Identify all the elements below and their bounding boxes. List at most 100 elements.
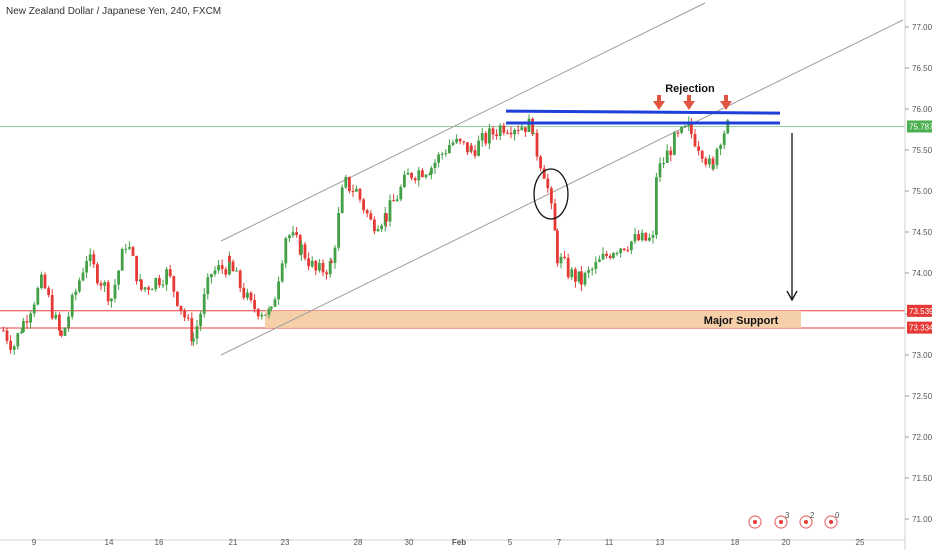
candle-body xyxy=(690,121,693,135)
candle-body xyxy=(110,298,113,302)
price-label-bg xyxy=(907,120,932,133)
candle-body xyxy=(260,314,264,317)
candle-body xyxy=(630,241,633,251)
candle-body xyxy=(321,263,325,273)
candle-body xyxy=(176,291,179,306)
candles xyxy=(2,114,730,355)
candle-body xyxy=(583,272,587,285)
candle-body xyxy=(433,162,437,168)
candle-body xyxy=(303,244,307,259)
candle-body xyxy=(550,188,553,204)
candle-body xyxy=(256,308,260,317)
channel-lower-line xyxy=(220,19,904,356)
candle-body xyxy=(88,254,92,262)
candle-body xyxy=(556,230,559,264)
candle-body xyxy=(99,283,103,286)
price-tick-label: 71.000 xyxy=(912,515,932,524)
candle-body xyxy=(351,191,355,193)
candle-body xyxy=(246,292,249,298)
candle-body xyxy=(113,284,117,299)
candle-body xyxy=(199,313,202,327)
candle-body xyxy=(228,255,231,275)
candle-body xyxy=(288,235,291,239)
candle-body xyxy=(440,153,444,155)
candle-body xyxy=(477,140,480,156)
price-axis[interactable]: 77.000 76.500 76.000 75.500 75.000 74.500 74.0… xyxy=(904,0,932,550)
candle-body xyxy=(206,277,210,295)
candle-body xyxy=(594,261,598,270)
date-tick-label: 9 xyxy=(32,538,37,547)
candle-body xyxy=(273,299,277,307)
price-tick-label: 73.000 xyxy=(912,351,932,360)
candle-body xyxy=(665,150,669,163)
candle-body xyxy=(683,125,687,128)
price-label-text: 75.787 xyxy=(909,122,932,131)
candle-body xyxy=(680,127,683,133)
candle-body xyxy=(637,234,640,241)
candle-body xyxy=(466,142,469,153)
candle-body xyxy=(612,253,615,259)
candle-body xyxy=(566,257,570,278)
candle-body xyxy=(224,269,228,275)
candle-body xyxy=(399,187,403,200)
candle-body xyxy=(673,132,676,155)
price-tick-label: 72.000 xyxy=(912,433,932,442)
candle-body xyxy=(54,314,58,319)
candle-body xyxy=(277,281,280,300)
date-tick-label: 28 xyxy=(354,538,363,547)
candle-body xyxy=(165,269,168,285)
event-indicator-dot xyxy=(753,520,757,524)
candle-body xyxy=(328,261,332,275)
annotations: Rejection Major Support xyxy=(505,83,798,327)
candle-body xyxy=(421,170,424,178)
price-label-text: 73.539 xyxy=(909,307,932,316)
candle-body xyxy=(16,333,20,347)
price-label-badge: 73.539 xyxy=(907,304,932,317)
event-indicator-dot xyxy=(829,520,833,524)
candle-body xyxy=(58,314,61,331)
candle-body xyxy=(29,313,32,323)
candle-body xyxy=(648,237,651,241)
candle-body xyxy=(270,306,273,309)
price-tick-label: 72.500 xyxy=(912,392,932,401)
candle-body xyxy=(406,172,410,175)
candle-body xyxy=(307,258,310,267)
candle-body xyxy=(47,288,50,296)
price-label-badge: 75.787 xyxy=(907,120,932,133)
candle-body xyxy=(711,158,715,169)
target-arrow-head xyxy=(786,290,798,302)
candle-body xyxy=(284,238,288,264)
candle-body xyxy=(417,170,421,181)
candle-body xyxy=(527,118,531,133)
candle-body xyxy=(264,314,267,316)
candle-body xyxy=(280,263,284,282)
candle-body xyxy=(430,167,433,175)
candle-body xyxy=(291,232,295,236)
candle-body xyxy=(228,255,231,262)
candle-body xyxy=(455,138,458,143)
candle-body xyxy=(117,270,120,285)
price-tick-label: 71.500 xyxy=(912,474,932,483)
candle-body xyxy=(63,327,67,336)
date-tick-label: 20 xyxy=(782,538,791,547)
candle-body xyxy=(20,331,23,334)
date-tick-label: 7 xyxy=(557,538,562,547)
time-axis[interactable]: 9 14 16 21 23 28 30 Feb 5 7 11 13 18 20 25 xyxy=(0,538,905,547)
candle-body xyxy=(622,248,626,251)
candle-body xyxy=(395,199,399,202)
event-indicators[interactable]: 3 2 0 xyxy=(748,511,840,529)
candle-body xyxy=(506,132,509,134)
candle-body xyxy=(85,261,88,273)
candle-body xyxy=(539,156,542,169)
candle-body xyxy=(693,134,697,147)
candle-body xyxy=(615,253,619,255)
candle-body xyxy=(655,177,658,235)
candle-body xyxy=(473,150,477,156)
event-indicator-count: 0 xyxy=(835,511,840,520)
rejection-arrow-icon xyxy=(720,101,732,110)
candle-body xyxy=(195,326,199,339)
candle-body xyxy=(708,158,711,165)
candle-body xyxy=(373,219,376,232)
candle-body xyxy=(355,188,358,192)
